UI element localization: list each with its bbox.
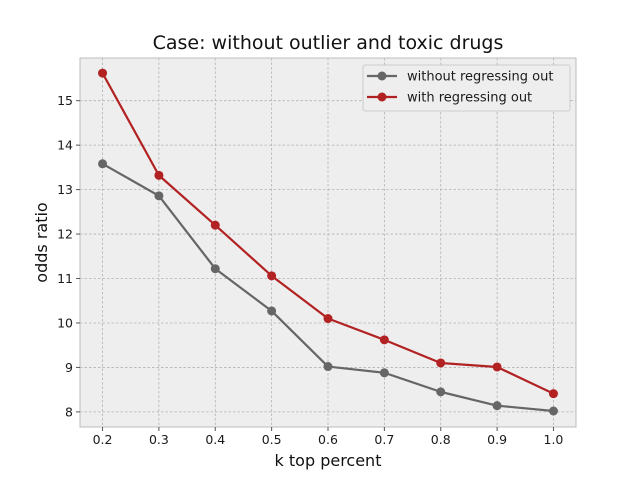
series-layer [98,68,558,416]
x-tick-label: 0.2 [93,432,113,447]
y-tick-label: 14 [57,138,73,153]
y-axis-ticks: 8 9 10 11 12 13 14 15 [57,93,80,419]
data-point [210,220,220,230]
legend-marker [377,92,387,102]
x-tick-label: 0.4 [205,432,225,447]
data-point [98,159,108,169]
legend-label: with regressing out [407,91,532,106]
legend: without regressing out with regressing ou… [362,64,571,112]
legend-box [362,64,571,112]
y-tick-label: 10 [57,315,73,330]
data-point [436,387,446,397]
y-tick-label: 8 [65,404,73,419]
data-point [379,368,389,378]
data-point [492,401,502,411]
data-point [379,335,389,345]
x-tick-label: 1.0 [544,432,564,447]
data-point [154,170,164,180]
data-point [210,264,220,274]
x-axis-label: k top percent [275,451,382,470]
legend-marker [377,71,387,81]
x-tick-label: 0.3 [149,432,169,447]
x-tick-label: 0.8 [431,432,451,447]
y-tick-label: 11 [57,271,73,286]
data-point [548,406,558,416]
series-2 [98,68,558,399]
data-point [548,389,558,399]
chart-title: Case: without outlier and toxic drugs [153,32,504,54]
data-point [154,191,164,201]
data-point [323,362,333,372]
y-tick-label: 15 [57,93,73,108]
data-point [98,68,108,78]
series-1 [98,159,558,416]
data-point [267,271,277,281]
x-tick-label: 0.5 [262,432,282,447]
y-axis-label: odds ratio [32,202,51,282]
data-point [492,362,502,372]
legend-label: without regressing out [407,70,553,85]
data-point [267,306,277,316]
data-point [436,358,446,368]
x-axis-ticks: 0.2 0.3 0.4 0.5 0.6 0.7 0.8 0.9 1.0 [93,427,564,447]
x-tick-label: 0.6 [318,432,338,447]
x-tick-label: 0.7 [374,432,394,447]
y-tick-label: 12 [57,227,73,242]
y-tick-label: 9 [65,360,73,375]
y-tick-label: 13 [57,182,73,197]
data-point [323,314,333,324]
x-tick-label: 0.9 [487,432,507,447]
